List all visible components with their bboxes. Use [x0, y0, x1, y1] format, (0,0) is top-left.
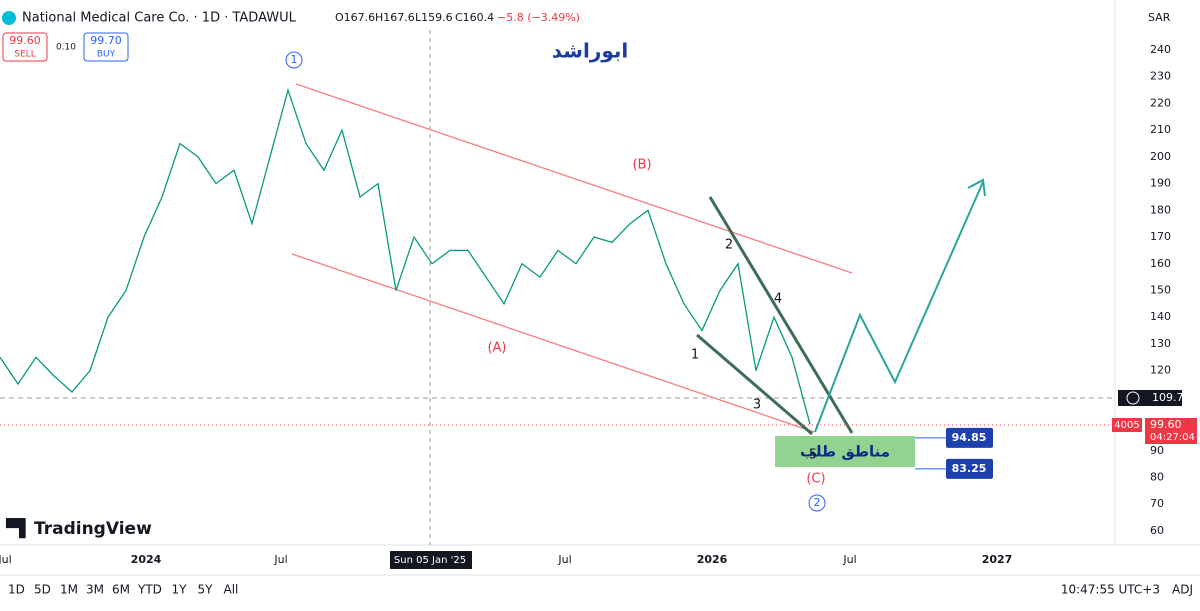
range-button[interactable]: 3M	[86, 583, 104, 597]
range-button[interactable]: 6M	[112, 583, 130, 597]
range-button[interactable]: YTD	[137, 583, 162, 597]
clock: 10:47:55 UTC+3	[1061, 583, 1160, 597]
range-button[interactable]: 5Y	[198, 583, 214, 597]
y-tick-label: 90	[1150, 444, 1164, 457]
wave-label: 3	[753, 398, 761, 413]
y-tick-label: 200	[1150, 150, 1171, 163]
spread: 0.10	[56, 43, 76, 53]
logo: ▀▌	[5, 518, 32, 539]
y-tick-label: 80	[1150, 471, 1164, 484]
range-button[interactable]: 1Y	[172, 583, 188, 597]
buy-button[interactable]	[83, 32, 129, 62]
y-tick-label: 180	[1150, 203, 1171, 216]
ohlc: L159.6	[415, 11, 453, 24]
x-label: 2027	[982, 553, 1013, 566]
sell-button[interactable]	[2, 32, 48, 62]
volume: 4005	[1114, 420, 1139, 431]
countdown: 04:27:04	[1150, 432, 1195, 443]
wave-label: 1	[691, 348, 699, 363]
wave-label: 2	[725, 238, 733, 253]
author: ابوراشد	[552, 39, 629, 63]
symbol-title: National Medical Care Co. · 1D · TADAWUL	[22, 11, 297, 26]
x-label: 2024	[131, 553, 162, 566]
wave-label: (A)	[487, 341, 506, 356]
x-label: Jul	[273, 553, 287, 566]
price-line	[0, 87, 811, 425]
y-tick-label: 70	[1150, 497, 1164, 510]
ohlc: H167.6	[375, 11, 415, 24]
level-label: 83.25	[952, 462, 987, 475]
level-box	[946, 427, 993, 448]
ohlc: C160.4	[455, 11, 494, 24]
crosshair-date-bg	[390, 551, 472, 569]
level-box	[946, 458, 993, 479]
y-tick-label: 140	[1150, 310, 1171, 323]
x-label: Jul	[0, 553, 12, 566]
x-label: 2026	[697, 553, 728, 566]
wave-label: (C)	[806, 472, 825, 487]
wave-label: 2	[814, 496, 821, 509]
y-tick-label: 190	[1150, 177, 1171, 190]
change: −5.8 (−3.49%)	[497, 11, 580, 24]
crosshair-price: 109.7	[1152, 391, 1184, 404]
y-tick-label: 160	[1150, 257, 1171, 270]
adj[interactable]: ADJ	[1172, 583, 1193, 597]
y-tick-label: 60	[1150, 524, 1164, 537]
y-tick-label: 240	[1150, 43, 1171, 56]
logo-text: TradingView	[34, 519, 152, 539]
y-tick-label: 220	[1150, 96, 1171, 109]
currency[interactable]: SAR	[1148, 11, 1171, 24]
y-tick-label: 120	[1150, 364, 1171, 377]
y-tick-label: 150	[1150, 283, 1171, 296]
wave-label: 5	[809, 448, 817, 463]
wave-label: 4	[774, 292, 782, 307]
zone-label: مناطق طلب	[800, 443, 890, 461]
x-label: Jul	[557, 553, 571, 566]
wave-label: (B)	[632, 158, 651, 173]
buy-price: 99.70	[90, 34, 122, 47]
sell-price: 99.60	[9, 34, 41, 47]
y-tick-label: 130	[1150, 337, 1171, 350]
y-tick-label: 170	[1150, 230, 1171, 243]
ohlc: O167.6	[335, 11, 375, 24]
range-button[interactable]: All	[224, 583, 239, 597]
sell-label: SELL	[14, 50, 35, 60]
x-label: Jul	[842, 553, 856, 566]
last-price: 99.60	[1150, 418, 1182, 431]
range-button[interactable]: 1D	[8, 583, 25, 597]
buy-label: BUY	[97, 50, 116, 60]
wave-label: 1	[291, 53, 298, 66]
y-tick-label: 210	[1150, 123, 1171, 136]
demand-zone	[775, 436, 915, 467]
range-button[interactable]: 1M	[60, 583, 78, 597]
level-label: 94.85	[952, 431, 987, 444]
range-button[interactable]: 5D	[34, 583, 51, 597]
y-tick-label: 230	[1150, 70, 1171, 83]
x-label: Sun 05 Jan '25	[394, 555, 466, 566]
